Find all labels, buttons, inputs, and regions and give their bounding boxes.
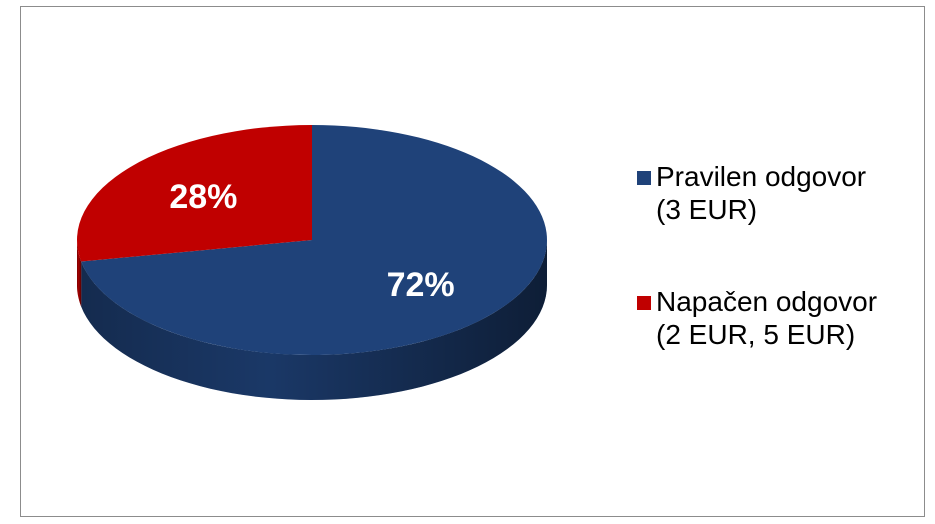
legend-swatch — [637, 171, 651, 185]
legend-swatch — [637, 296, 651, 310]
pie-side-shade — [77, 240, 82, 307]
pie-slice — [81, 125, 548, 355]
legend-label: Napačen odgovor (2 EUR, 5 EUR) — [656, 286, 878, 350]
data-label: 72% — [387, 266, 455, 304]
pie-side-shade — [81, 240, 547, 400]
data-label: 28% — [169, 178, 237, 216]
pie-slice — [76, 125, 312, 262]
legend-label: Pravilen odgovor (3 EUR) — [656, 161, 867, 225]
